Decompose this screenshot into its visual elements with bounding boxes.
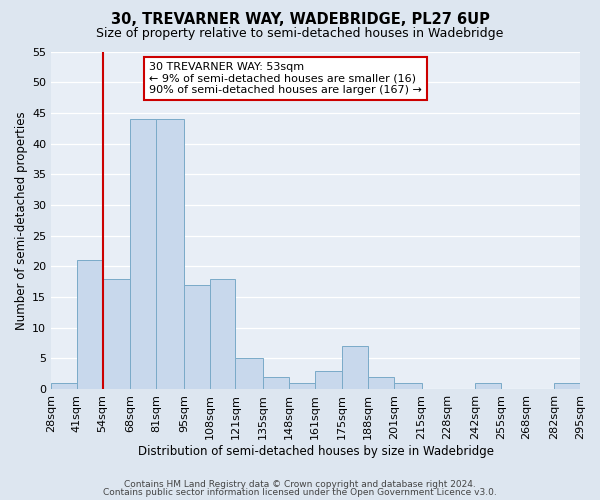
Bar [289,383,314,389]
Bar [235,358,263,389]
Bar [77,260,103,389]
Bar [475,383,501,389]
Bar [314,370,343,389]
Bar [156,119,184,389]
Bar [394,383,422,389]
Bar [103,278,130,389]
Text: Size of property relative to semi-detached houses in Wadebridge: Size of property relative to semi-detach… [97,28,503,40]
Bar [209,278,235,389]
X-axis label: Distribution of semi-detached houses by size in Wadebridge: Distribution of semi-detached houses by … [137,444,494,458]
Bar [343,346,368,389]
Text: Contains public sector information licensed under the Open Government Licence v3: Contains public sector information licen… [103,488,497,497]
Bar [130,119,156,389]
Text: Contains HM Land Registry data © Crown copyright and database right 2024.: Contains HM Land Registry data © Crown c… [124,480,476,489]
Text: 30 TREVARNER WAY: 53sqm
← 9% of semi-detached houses are smaller (16)
90% of sem: 30 TREVARNER WAY: 53sqm ← 9% of semi-det… [149,62,422,95]
Text: 30, TREVARNER WAY, WADEBRIDGE, PL27 6UP: 30, TREVARNER WAY, WADEBRIDGE, PL27 6UP [110,12,490,28]
Y-axis label: Number of semi-detached properties: Number of semi-detached properties [15,111,28,330]
Bar [51,383,77,389]
Bar [184,284,209,389]
Bar [368,376,394,389]
Bar [554,383,580,389]
Bar [263,376,289,389]
